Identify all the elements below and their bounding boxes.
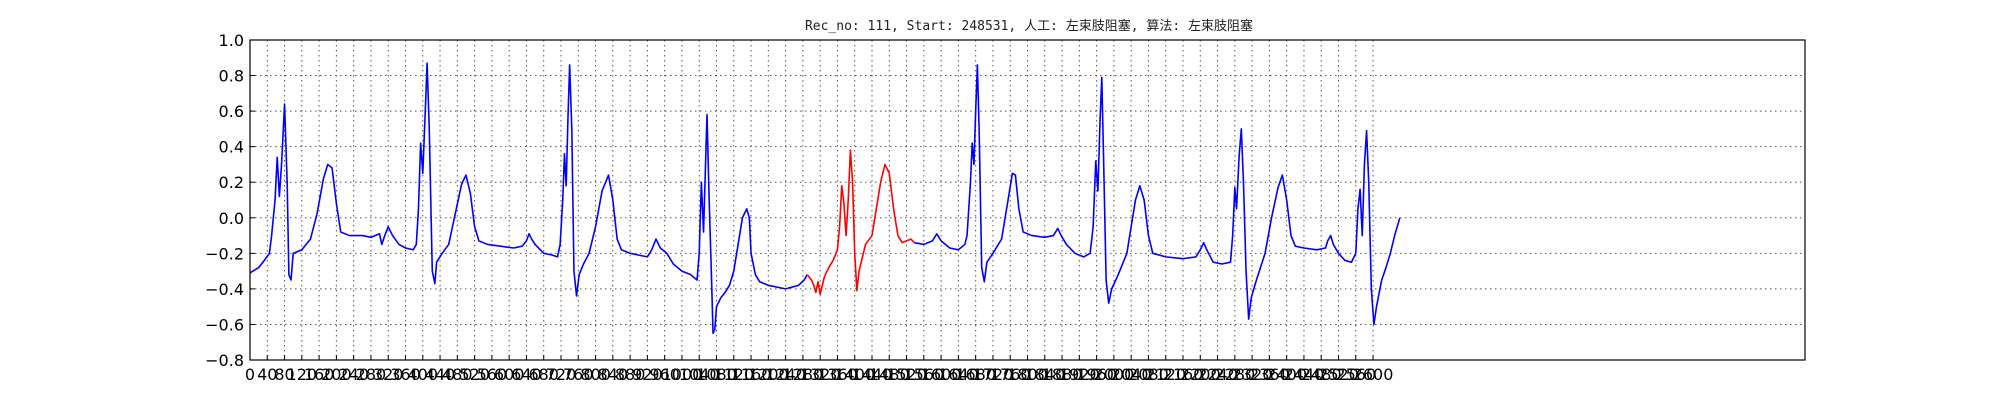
x-tick-label: 960 [649,365,680,384]
x-tick-label: 1920 [1059,365,1100,384]
x-tick-label: 2120 [1145,365,1186,384]
x-tick-label: 200 [321,365,352,384]
x-tick-label: 800 [580,365,611,384]
x-tick-label: 1560 [903,365,944,384]
x-tick-label: 120 [287,365,318,384]
x-axis-ticks: 0 408012016020024028032036040044048052056… [245,355,1394,384]
x-tick-label: 1080 [696,365,737,384]
x-tick-label: 1000 [662,365,703,384]
x-tick-label: 1360 [817,365,858,384]
x-tick-label: 680 [528,365,559,384]
x-tick-label: 2200 [1180,365,1221,384]
x-tick-label: 2000 [1094,365,1135,384]
grid [249,39,1805,361]
y-tick-label: −0.2 [205,244,244,263]
x-tick-label: 360 [390,365,421,384]
x-tick-label: 2240 [1197,365,1238,384]
x-tick-label: 760 [563,365,594,384]
x-tick-label: 2280 [1214,365,1255,384]
x-tick-label: 920 [632,365,663,384]
x-tick-label: 720 [546,365,577,384]
x-tick-label: 1800 [1007,365,1048,384]
x-tick-label: 440 [425,365,456,384]
x-tick-label: 640 [511,365,542,384]
y-tick-label: 0.2 [219,173,244,192]
x-tick-label: 2520 [1318,365,1359,384]
x-tick-label: 480 [442,365,473,384]
x-tick-label: 0 [245,365,255,384]
x-tick-label: 1280 [783,365,824,384]
x-tick-label: 1760 [990,365,1031,384]
y-tick-label: 1.0 [219,31,244,50]
x-tick-label: 80 [274,365,294,384]
x-tick-label: 2360 [1249,365,1290,384]
x-tick-label: 1440 [852,365,893,384]
x-tick-label: 1720 [973,365,1014,384]
x-tick-label: 1600 [921,365,962,384]
series-line-normal-2 [914,64,1401,326]
x-tick-label: 160 [304,365,335,384]
x-tick-label: 1120 [713,365,754,384]
x-tick-label: 2600 [1353,365,1394,384]
x-tick-label: 1640 [938,365,979,384]
x-tick-label: 280 [356,365,387,384]
x-tick-label: 560 [477,365,508,384]
x-tick-label: 2400 [1266,365,1307,384]
series-line-highlighted [806,149,915,296]
x-tick-label: 1840 [1024,365,1065,384]
series-layer [249,62,1401,335]
x-tick-label: 400 [408,365,439,384]
x-tick-label: 880 [615,365,646,384]
x-tick-label: 520 [459,365,490,384]
x-tick-label: 1160 [731,365,772,384]
x-tick-label: 2560 [1335,365,1376,384]
x-tick-label: 1960 [1076,365,1117,384]
chart-title: Rec_no: 111, Start: 248531, 人工: 左束肢阻塞, 算… [805,18,1253,34]
x-tick-label: 320 [373,365,404,384]
x-tick-label: 2440 [1284,365,1325,384]
x-tick-label: 1520 [886,365,927,384]
x-tick-label: 2080 [1128,365,1169,384]
x-tick-label: 1480 [869,365,910,384]
x-tick-label: 1880 [1042,365,1083,384]
y-axis-ticks: −0.8 −0.6 −0.4 −0.2 0.0 0.2 0.4 0.6 0.8 1.0 [205,31,255,370]
x-tick-label: 2480 [1301,365,1342,384]
x-tick-label: 2160 [1163,365,1204,384]
x-tick-label: 1040 [679,365,720,384]
x-tick-label: 1400 [834,365,875,384]
y-tick-label: 0.4 [219,138,244,157]
y-tick-label: 0.8 [219,67,244,86]
x-tick-label: 840 [598,365,629,384]
x-tick-label: 1680 [955,365,996,384]
series-line-normal-1 [249,62,808,335]
y-tick-label: −0.6 [205,315,244,334]
y-tick-label: −0.4 [205,280,244,299]
x-tick-label: 1320 [800,365,841,384]
x-tick-label: 1240 [765,365,806,384]
x-tick-label: 240 [338,365,369,384]
x-tick-label: 600 [494,365,525,384]
x-tick-label: 1200 [748,365,789,384]
y-tick-label: 0.0 [219,209,244,228]
x-tick-label: 2040 [1111,365,1152,384]
x-tick-label: 40 [257,365,277,384]
y-tick-label: −0.8 [205,351,244,370]
y-tick-label: 0.6 [219,102,244,121]
x-tick-label: 2320 [1232,365,1273,384]
